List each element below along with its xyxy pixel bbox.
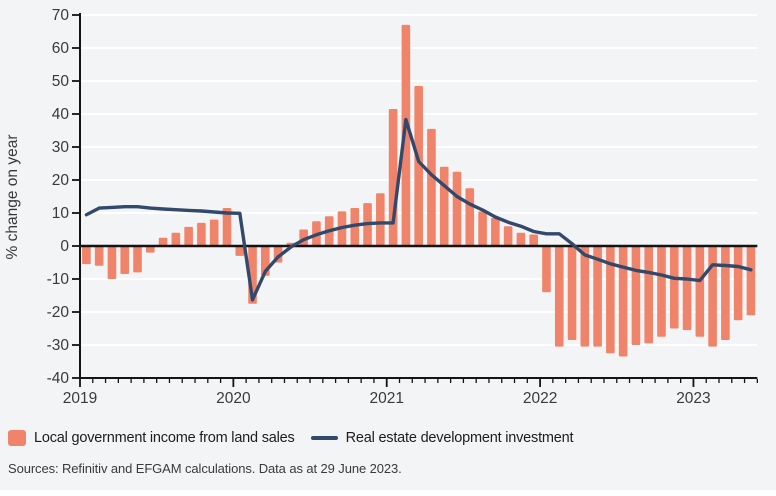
axes: 70 60 50 40 30 20 10 0 -10 -20 -30 -40 2019 2020 2021 2… xyxy=(47,7,758,407)
bar xyxy=(107,246,117,279)
y-tick-label: 70 xyxy=(52,7,70,24)
bar xyxy=(657,246,666,337)
chart-area: 70 60 50 40 30 20 10 0 -10 -20 -30 -40 2019 2020 2021 2… xyxy=(4,7,758,407)
bar xyxy=(695,246,705,337)
bar xyxy=(427,128,436,246)
bars-series xyxy=(82,24,756,357)
y-tick-label: 10 xyxy=(52,205,70,222)
bar xyxy=(708,246,717,347)
bar xyxy=(529,234,538,246)
line-series xyxy=(84,117,753,302)
bar xyxy=(580,246,590,347)
y-tick-label: -10 xyxy=(47,271,70,288)
legend-label-investment: Real estate development investment xyxy=(345,430,574,446)
bar xyxy=(209,219,219,246)
year-label: 2019 xyxy=(63,390,97,407)
bar xyxy=(478,211,487,246)
source-note: Sources: Refinitiv and EFGAM calculation… xyxy=(8,461,402,476)
legend-item-investment: Real estate development investment xyxy=(310,430,574,446)
bar xyxy=(542,246,551,293)
y-tick-label: 40 xyxy=(52,106,70,123)
bar xyxy=(376,193,385,246)
y-tick-label: 30 xyxy=(52,139,70,156)
bar xyxy=(516,232,526,246)
legend: Local government income from land sales … xyxy=(8,430,776,446)
bar xyxy=(145,246,155,253)
bar xyxy=(644,246,654,344)
bar xyxy=(746,246,756,316)
year-label: 2023 xyxy=(676,390,710,407)
bar xyxy=(401,24,411,247)
bar xyxy=(682,246,692,331)
bar xyxy=(618,246,628,357)
combo-chart: 70 60 50 40 30 20 10 0 -10 -20 -30 -40 2019 2020 2021 2… xyxy=(4,7,758,407)
bar xyxy=(82,246,91,265)
bar xyxy=(184,226,193,246)
bar xyxy=(222,208,232,246)
bar xyxy=(350,208,360,246)
bar xyxy=(491,217,500,246)
bar xyxy=(452,171,462,246)
bar xyxy=(414,85,423,246)
y-tick-label: 50 xyxy=(52,73,70,90)
y-tick-label: 0 xyxy=(60,238,69,255)
bar xyxy=(120,246,130,275)
year-label: 2021 xyxy=(369,390,403,407)
y-tick-label: -30 xyxy=(47,337,70,354)
bar xyxy=(631,246,641,345)
bar xyxy=(439,166,449,246)
y-tick-label: 60 xyxy=(52,40,70,57)
bar xyxy=(94,246,104,266)
y-tick-label: 20 xyxy=(52,172,70,189)
bar xyxy=(503,226,513,246)
year-label: 2020 xyxy=(216,390,251,407)
bar xyxy=(235,246,245,256)
y-axis-title: % change on year xyxy=(4,135,21,260)
investment-swatch xyxy=(310,436,338,440)
bar xyxy=(733,246,743,321)
bar xyxy=(721,246,730,341)
bar xyxy=(158,237,168,246)
bar xyxy=(593,246,602,347)
legend-label-land-sales: Local government income from land sales xyxy=(34,430,295,446)
bar xyxy=(388,109,398,246)
bar xyxy=(133,246,142,273)
bar xyxy=(197,222,206,246)
legend-item-land-sales: Local government income from land sales xyxy=(8,430,295,446)
year-label: 2022 xyxy=(523,390,557,407)
bar xyxy=(606,246,615,354)
bar xyxy=(567,246,577,341)
bar xyxy=(465,188,475,246)
y-tick-label: -40 xyxy=(47,370,70,387)
bar xyxy=(554,246,564,347)
land-sales-swatch xyxy=(8,430,26,446)
bar xyxy=(669,246,679,329)
y-tick-label: -20 xyxy=(47,304,70,321)
bar xyxy=(171,232,181,246)
